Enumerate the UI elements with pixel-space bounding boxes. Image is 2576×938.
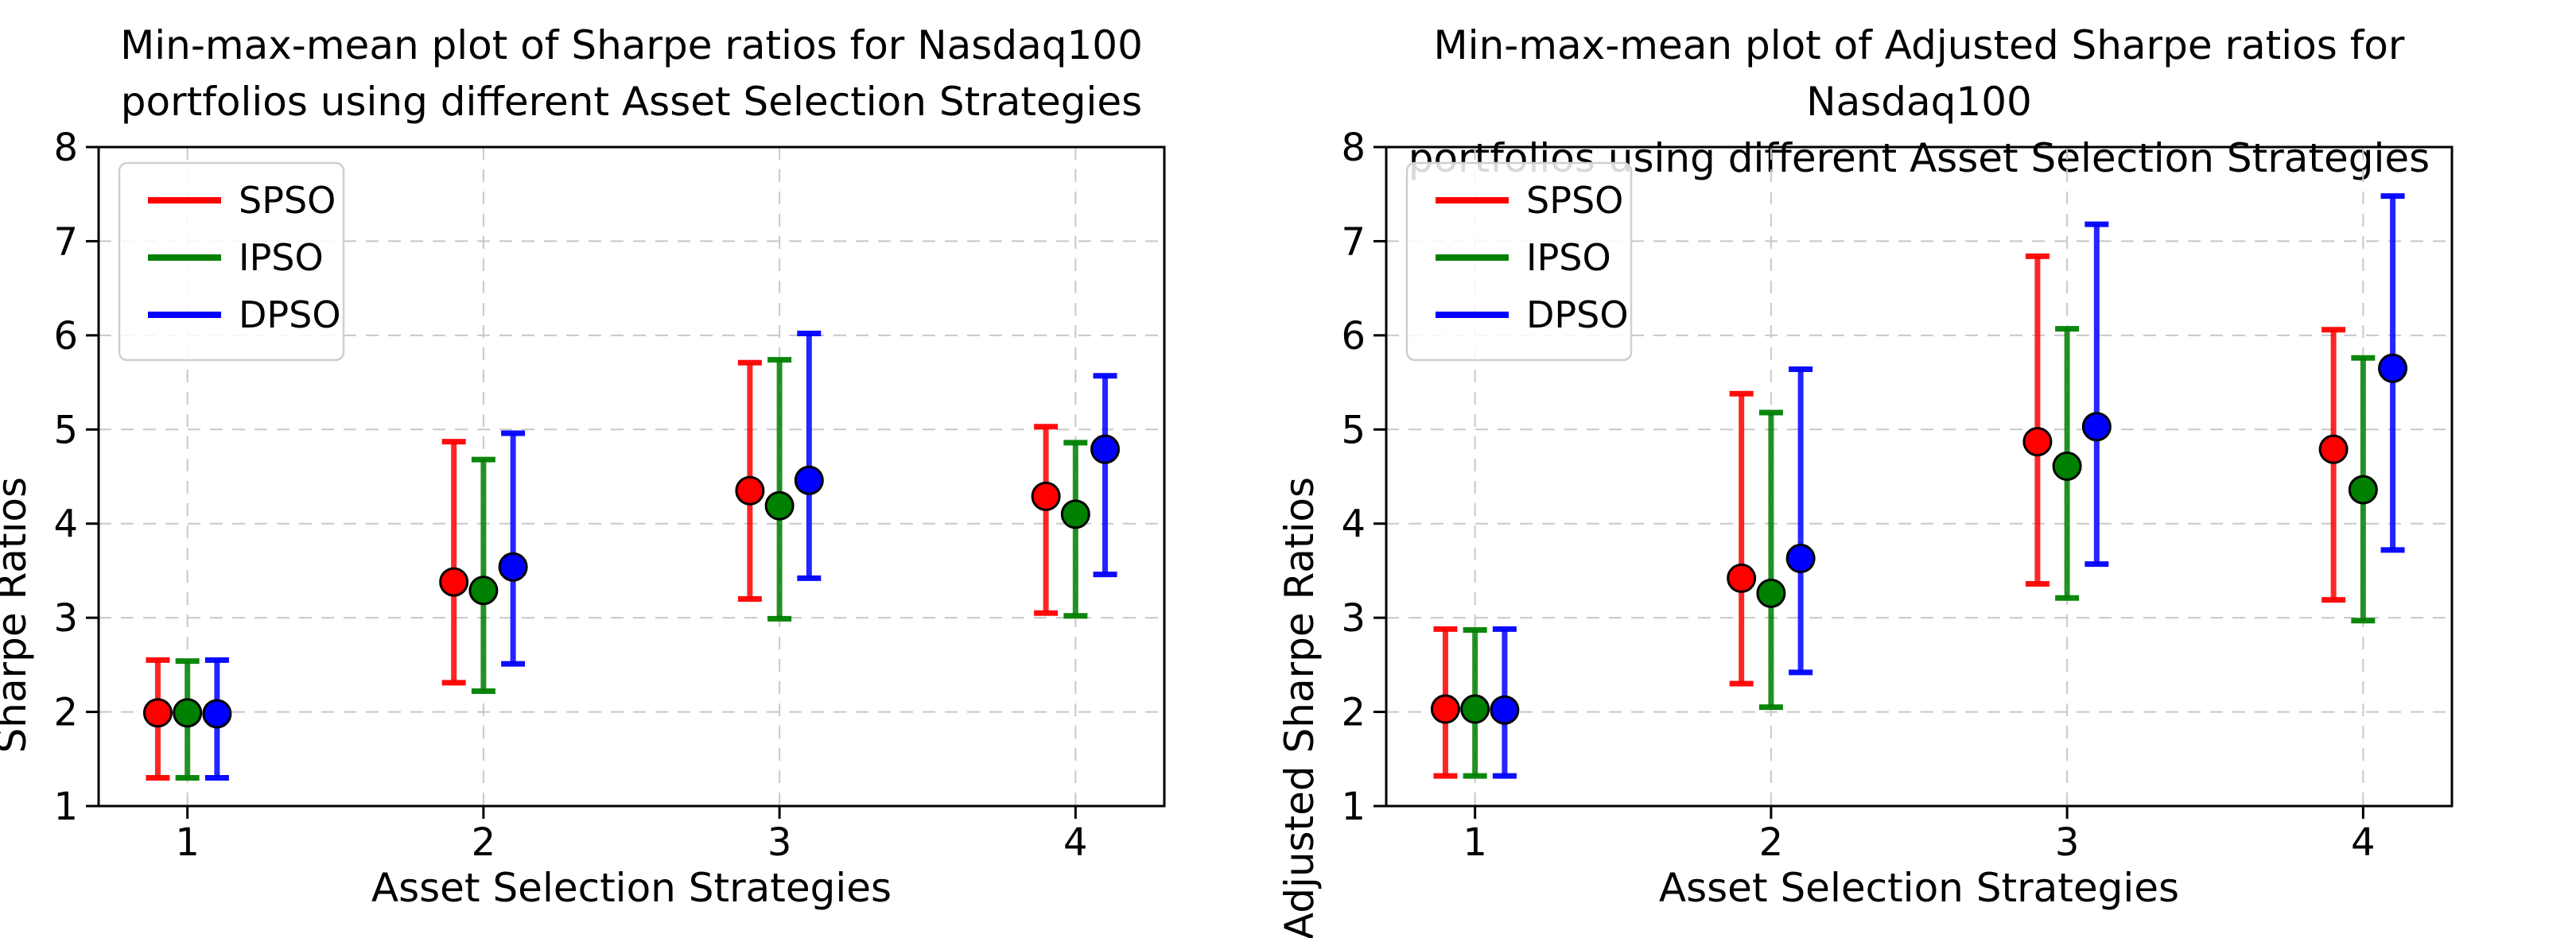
- y-tick-label: 4: [53, 502, 78, 547]
- mean-marker: [1727, 563, 1757, 593]
- mean-marker: [2022, 427, 2053, 457]
- adjusted-sharpe-ratios-plot: 1 2 3 4 1 2 3 4 5 6 7 8 SPSO IPSO DPSO: [1341, 126, 2454, 865]
- legend-box: [118, 161, 345, 362]
- x-axis-label: Asset Selection Strategies: [371, 865, 892, 911]
- mean-marker: [794, 465, 824, 495]
- y-tick-label: 2: [53, 691, 78, 735]
- y-tick-label: 5: [1341, 408, 1366, 452]
- y-tick-label: 3: [53, 596, 78, 641]
- x-tick-label: 4: [2351, 820, 2376, 865]
- x-axis-label: Asset Selection Strategies: [1658, 865, 2180, 911]
- mean-marker: [1060, 499, 1090, 529]
- legend-label: IPSO: [1526, 236, 1611, 279]
- x-tick-label: 2: [472, 820, 496, 865]
- mean-marker: [2052, 451, 2082, 481]
- x-tick-label: 3: [2055, 820, 2080, 865]
- mean-marker: [1756, 578, 1786, 608]
- y-tick-label: 8: [53, 126, 78, 170]
- x-tick-label: 1: [175, 820, 200, 865]
- y-tick-label: 1: [53, 785, 78, 829]
- mean-marker: [202, 699, 232, 729]
- mean-marker: [468, 576, 499, 606]
- x-tick-label: 3: [767, 820, 792, 865]
- y-tick-label: 7: [53, 219, 78, 264]
- x-tick-label: 4: [1063, 820, 1088, 865]
- legend-label: IPSO: [239, 236, 324, 279]
- legend-label: DPSO: [239, 293, 341, 336]
- y-tick-label: 8: [1341, 126, 1366, 170]
- mean-marker: [498, 552, 528, 582]
- mean-marker: [142, 698, 173, 728]
- axes-spine: [1385, 145, 2454, 808]
- y-tick-label: 5: [53, 408, 78, 452]
- subplot-adjusted-sharpe-ratios: Min-max-mean plot of Adjusted Sharpe rat…: [1276, 0, 2576, 938]
- mean-marker: [764, 490, 795, 521]
- mean-marker: [1785, 544, 1816, 574]
- legend-label: SPSO: [239, 179, 336, 222]
- mean-marker: [2081, 412, 2112, 442]
- mean-marker: [735, 475, 765, 506]
- mean-marker: [1031, 481, 1061, 511]
- sharpe-ratios-plot: 1 2 3 4 1 2 3 4 5 6 7 8 SPSO IPSO DPSO: [53, 126, 1166, 865]
- legend-label: SPSO: [1526, 179, 1623, 222]
- y-tick-label: 2: [1341, 691, 1366, 735]
- legend-box: [1405, 161, 1633, 362]
- chart-title: Min-max-mean plot of Sharpe ratios for N…: [120, 22, 1143, 125]
- subplot-sharpe-ratios: Min-max-mean plot of Sharpe ratios for N…: [0, 22, 1166, 911]
- y-tick-label: 1: [1341, 785, 1366, 829]
- y-tick-label: 3: [1341, 596, 1366, 641]
- mean-marker: [173, 698, 203, 728]
- x-tick-label: 2: [1759, 820, 1784, 865]
- axes-spine: [97, 145, 1166, 808]
- mean-marker: [1090, 434, 1121, 464]
- mean-marker: [2318, 434, 2349, 464]
- legend-label: DPSO: [1526, 293, 1629, 336]
- x-tick-label: 1: [1463, 820, 1487, 865]
- y-tick-label: 7: [1341, 219, 1366, 264]
- mean-marker: [2348, 475, 2378, 505]
- mean-marker: [1490, 695, 1520, 725]
- y-tick-label: 6: [53, 314, 78, 359]
- mean-marker: [439, 567, 469, 597]
- mean-marker: [1460, 694, 1490, 724]
- mean-marker: [1430, 694, 1460, 724]
- y-tick-label: 4: [1341, 502, 1366, 547]
- mean-marker: [2378, 353, 2408, 383]
- y-tick-label: 6: [1341, 314, 1366, 359]
